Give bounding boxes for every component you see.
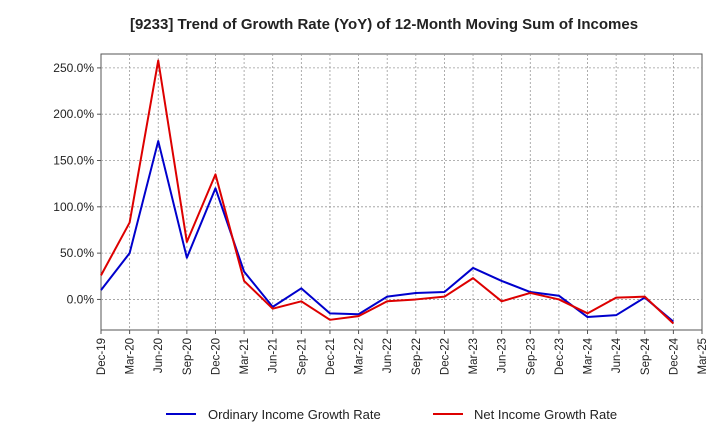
x-tick-label: Mar-24: [583, 337, 595, 374]
x-tick-label: Mar-21: [239, 338, 251, 374]
series-group: [100, 59, 675, 325]
series-line-net-income: [100, 59, 675, 325]
x-tick-label: Sep-22: [411, 338, 423, 375]
legend: Ordinary Income Growth Rate Net Income G…: [166, 407, 617, 422]
x-tick-label: Mar-25: [697, 338, 709, 374]
legend-label-net: Net Income Growth Rate: [474, 407, 617, 422]
grid: [101, 54, 702, 330]
x-tick-label: Jun-22: [382, 338, 394, 373]
x-tick-label: Dec-21: [325, 338, 337, 375]
x-tick-label: Jun-20: [153, 338, 165, 373]
legend-label-ordinary: Ordinary Income Growth Rate: [208, 407, 381, 422]
x-tick-label: Jun-24: [611, 337, 623, 373]
chart-title: [9233] Trend of Growth Rate (YoY) of 12-…: [130, 16, 638, 33]
x-tick-label: Dec-20: [210, 338, 222, 375]
y-tick-label: 100.0%: [53, 200, 94, 214]
series-line-ordinary-income: [100, 140, 675, 323]
x-tick-label: Dec-22: [439, 338, 451, 375]
x-tick-label: Dec-24: [668, 337, 680, 375]
y-tick-label: 250.0%: [53, 61, 94, 75]
x-tick-label: Mar-20: [125, 338, 137, 374]
y-tick-label: 50.0%: [60, 246, 94, 260]
x-tick-label: Sep-21: [296, 338, 308, 375]
y-axis-ticks: 250.0% 200.0% 150.0% 100.0% 50.0% 0.0%: [53, 61, 101, 306]
x-axis-ticks: Dec-19 Mar-20 Jun-20 Sep-20 Dec-20 Mar-21 Jun-…: [96, 330, 709, 375]
y-tick-label: 200.0%: [53, 107, 94, 121]
y-tick-label: 150.0%: [53, 154, 94, 168]
x-tick-label: Sep-23: [525, 338, 537, 375]
x-tick-label: Dec-23: [554, 338, 566, 375]
x-tick-label: Sep-24: [640, 337, 652, 375]
x-tick-label: Mar-22: [354, 338, 366, 374]
y-tick-label: 0.0%: [67, 292, 95, 306]
plot-area: [100, 53, 703, 331]
x-tick-label: Mar-23: [468, 338, 480, 374]
x-tick-label: Dec-19: [96, 338, 108, 375]
x-tick-label: Jun-21: [268, 338, 280, 373]
x-tick-label: Sep-20: [182, 338, 194, 375]
x-tick-label: Jun-23: [497, 338, 509, 373]
